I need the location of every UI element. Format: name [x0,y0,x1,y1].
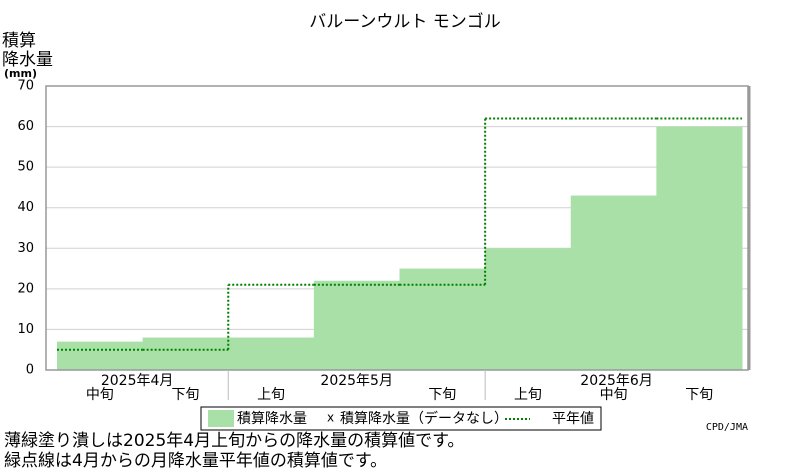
y-axis-label: (mm) [4,67,37,80]
legend-label: 平年値 [552,411,594,427]
y-tick-label: 70 [17,79,34,94]
bar [57,341,144,370]
note: 緑点線は4月からの月降水量平年値の積算値です。 [4,451,387,470]
y-tick-label: 30 [17,241,34,256]
legend-label: 積算降水量 [237,411,307,427]
x-tick-label: 中旬 [600,387,628,403]
x-tick-label: 中旬 [86,387,114,403]
bar [399,268,486,370]
legend-box [200,406,602,431]
legend-marker: x [327,411,334,425]
bar [313,280,400,370]
month-label: 2025年6月 [580,373,653,389]
month-label: 2025年4月 [101,373,174,389]
credit: CPD/JMA [706,422,748,433]
y-tick-label: 60 [17,119,34,134]
y-tick-label: 0 [26,363,34,378]
note: 薄緑塗り潰しは2025年4月上旬からの降水量の積算値です。 [4,430,464,451]
bar [570,195,657,370]
bar [485,248,572,370]
y-tick-label: 50 [17,160,34,175]
x-tick-label: 下旬 [171,387,199,403]
y-tick-label: 10 [17,322,34,337]
bar [656,126,743,370]
legend-label: 積算降水量（データなし） [340,410,508,427]
x-tick-label: 上旬 [257,387,285,403]
x-tick-label: 上旬 [514,387,542,403]
bar [142,337,229,370]
y-tick-label: 20 [17,281,34,296]
y-tick-label: 40 [17,200,34,215]
x-tick-label: 下旬 [685,387,713,403]
bar [228,337,315,370]
y-axis-label: 積算 [2,31,36,51]
month-label: 2025年5月 [320,373,393,389]
y-axis-label: 降水量 [2,50,53,70]
x-tick-label: 下旬 [428,387,456,403]
chart-title: バルーンウルト モンゴル [309,11,501,32]
legend-swatch [208,410,234,427]
